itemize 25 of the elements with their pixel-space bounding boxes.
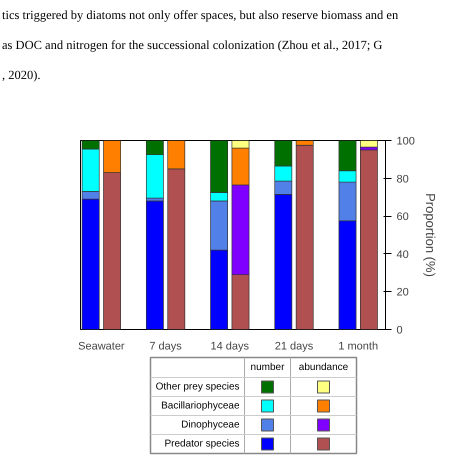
x-tick-label: 21 days xyxy=(274,340,314,352)
y-tick-label: 0 xyxy=(396,324,403,336)
x-tick-label: 7 days xyxy=(149,340,182,352)
bar xyxy=(360,140,378,148)
legend-label: Other prey species xyxy=(156,382,240,392)
text: number xyxy=(250,362,286,373)
y-tick-label: 40 xyxy=(396,248,409,261)
y-tick-label: 80 xyxy=(396,173,409,186)
y-tick-label: 60 xyxy=(396,211,409,224)
y-tick-label: 20 xyxy=(396,286,409,299)
text: , 2020). xyxy=(1,67,42,84)
x-tick-label: Seawater xyxy=(78,340,125,352)
text: abundance xyxy=(298,362,349,373)
legend-label: Bacillariophyceae xyxy=(161,400,240,412)
legend-label: Dinophyceae xyxy=(181,420,240,430)
text: as DOC and nitrogen for the successional colonization (Zhou et al., 2017; G xyxy=(1,37,384,54)
bar xyxy=(296,144,314,330)
legend-label: Predator species xyxy=(164,438,240,450)
y-axis-title: Proportion (%) xyxy=(422,193,438,277)
y-tick-label: 100 xyxy=(396,136,415,148)
x-tick-label: 14 days xyxy=(210,340,250,352)
bar xyxy=(146,200,164,330)
bar xyxy=(360,150,378,330)
x-tick-label: 1 month xyxy=(338,340,378,352)
text: tics triggered by diatoms not only offer spaces, but also reserve biomass and en xyxy=(1,7,398,24)
